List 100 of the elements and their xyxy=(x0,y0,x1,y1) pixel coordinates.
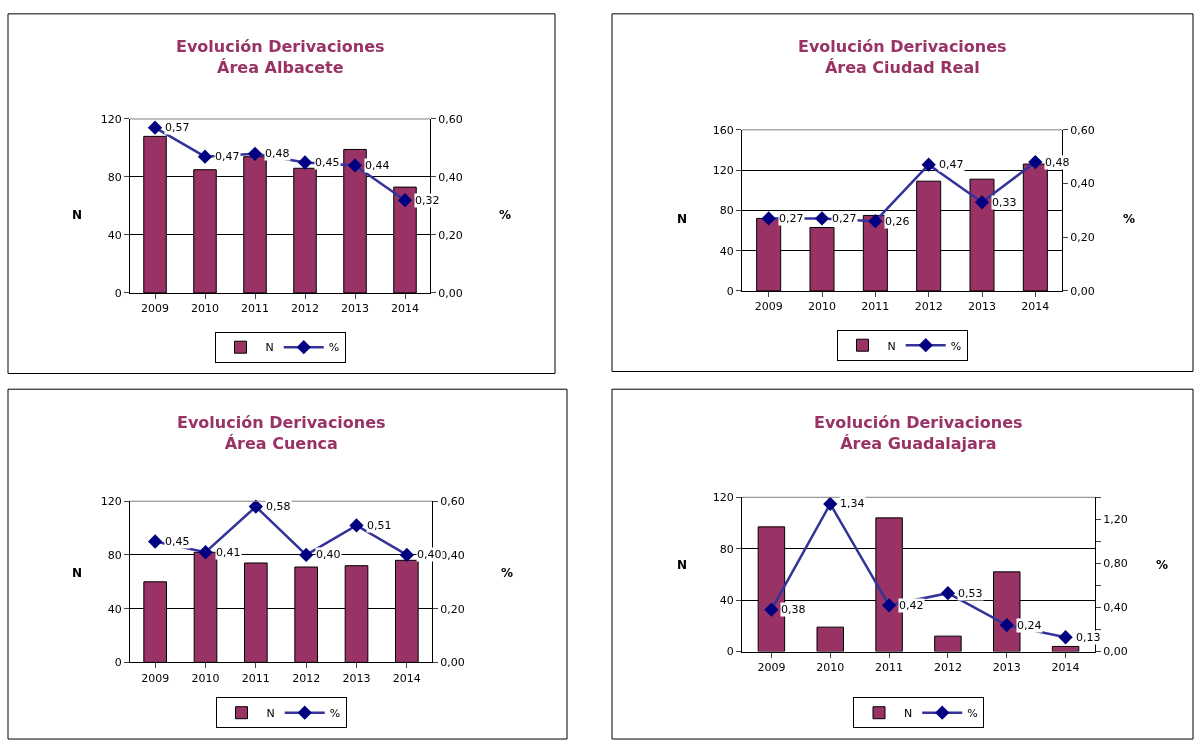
x-tick-label: 2010 xyxy=(816,660,845,674)
y2-tick-label: 0,00 xyxy=(438,286,463,300)
legend-label: N xyxy=(266,707,275,720)
y-tick-label: 120 xyxy=(100,112,122,126)
data-label: 0,24 xyxy=(1017,619,1042,632)
y-axis-title: N xyxy=(677,212,688,226)
legend-label: % xyxy=(329,707,341,720)
x-tick-label: 2010 xyxy=(191,302,219,316)
x-tick-label: 2011 xyxy=(241,671,270,685)
data-label: 0,42 xyxy=(899,599,924,612)
data-label: 0,38 xyxy=(781,603,806,616)
y-tick-label: 0 xyxy=(114,656,122,670)
x-tick-label: 2013 xyxy=(341,302,369,316)
y2-tick-label: 0,20 xyxy=(1070,231,1095,245)
y-axis-title: N xyxy=(72,208,83,222)
y-tick-label: 0 xyxy=(726,284,734,298)
chart-title: Evolución Derivaciones Área Cuenca xyxy=(177,413,386,453)
y2-tick-label: 0,60 xyxy=(1070,123,1095,137)
y2-tick-label: 0,40 xyxy=(438,170,463,184)
y-tick-label: 80 xyxy=(107,170,122,184)
y-tick-label: 160 xyxy=(712,123,734,137)
x-tick-label: 2012 xyxy=(914,300,943,314)
legend-label: % xyxy=(328,341,340,355)
y-axis-title: N xyxy=(677,558,688,572)
y2-tick-label: 0,40 xyxy=(1103,601,1128,615)
data-label: 0,45 xyxy=(165,535,190,548)
y2-axis-title: % xyxy=(1156,558,1169,572)
y-tick-label: 80 xyxy=(107,548,122,562)
y-tick-label: 120 xyxy=(712,491,734,505)
x-tick-label: 2009 xyxy=(141,302,169,316)
y2-tick-label: 0,60 xyxy=(440,495,465,509)
data-label: 0,58 xyxy=(266,500,291,513)
data-label: 0,40 xyxy=(417,548,442,561)
legend-label: % xyxy=(950,339,962,353)
data-label: 0,41 xyxy=(216,546,241,559)
chart-title: Evolución Derivaciones Área Ciudad Real xyxy=(798,37,1007,77)
y2-tick-label: 0,60 xyxy=(438,112,463,126)
data-label: 0,48 xyxy=(265,147,290,160)
data-label: 0,47 xyxy=(215,150,240,163)
data-label: 0,26 xyxy=(885,215,910,228)
data-label: 0,47 xyxy=(939,158,964,171)
y2-tick-label: 0,40 xyxy=(1070,177,1095,191)
x-tick-label: 2011 xyxy=(875,660,904,674)
data-label: 1,34 xyxy=(840,497,865,510)
y2-axis-title: % xyxy=(501,566,514,580)
y2-tick-label: 0,00 xyxy=(1070,284,1095,298)
x-tick-label: 2014 xyxy=(1051,660,1080,674)
y-tick-label: 40 xyxy=(107,228,122,242)
y2-tick-label: 1,20 xyxy=(1103,513,1128,527)
y2-tick-label: 0,00 xyxy=(440,656,465,670)
x-tick-label: 2013 xyxy=(968,300,996,314)
y2-tick-label: 0,20 xyxy=(438,228,463,242)
y-tick-label: 40 xyxy=(719,244,734,258)
data-label: 0,57 xyxy=(165,121,190,134)
chart-title: Evolución Derivaciones Área Guadalajara xyxy=(814,413,1023,453)
data-label: 0,27 xyxy=(832,212,857,225)
x-tick-label: 2012 xyxy=(292,671,321,685)
data-label: 0,45 xyxy=(315,156,340,169)
y-tick-label: 40 xyxy=(719,594,734,607)
y-tick-label: 0 xyxy=(114,286,122,300)
y2-tick-label: 0,00 xyxy=(1103,645,1128,659)
x-tick-label: 2013 xyxy=(342,671,371,685)
x-tick-label: 2012 xyxy=(933,660,962,674)
y-axis-title: N xyxy=(72,566,83,580)
data-label: 0,32 xyxy=(415,194,440,207)
y-tick-label: 120 xyxy=(712,163,734,177)
x-tick-label: 2011 xyxy=(861,300,890,314)
data-label: 0,40 xyxy=(316,548,341,561)
legend-label: N xyxy=(887,339,896,353)
x-tick-label: 2009 xyxy=(757,660,786,674)
x-tick-label: 2010 xyxy=(808,300,836,314)
y2-axis-title: % xyxy=(1123,212,1136,226)
x-tick-label: 2012 xyxy=(291,302,319,316)
y-tick-label: 80 xyxy=(719,542,734,556)
data-label: 0,51 xyxy=(367,519,392,532)
x-tick-label: 2014 xyxy=(391,302,419,316)
data-label: 0,33 xyxy=(992,196,1017,209)
chart-title: Evolución Derivaciones Área Albacete xyxy=(176,37,385,77)
y2-axis-title: % xyxy=(499,208,512,222)
y-tick-label: 120 xyxy=(100,495,122,509)
legend-label: % xyxy=(967,707,978,720)
x-tick-label: 2009 xyxy=(754,300,783,314)
y-tick-label: 80 xyxy=(719,204,734,218)
data-label: 0,27 xyxy=(779,212,804,225)
x-tick-label: 2010 xyxy=(191,671,220,685)
x-tick-label: 2011 xyxy=(241,302,269,316)
x-tick-label: 2014 xyxy=(1021,300,1050,314)
data-label: 0,48 xyxy=(1045,156,1070,169)
y-tick-label: 40 xyxy=(107,602,122,616)
x-tick-label: 2014 xyxy=(392,671,421,685)
data-label: 0,13 xyxy=(1076,631,1101,644)
data-label: 0,53 xyxy=(958,587,983,600)
y-tick-label: 0 xyxy=(726,645,734,659)
data-label: 0,44 xyxy=(365,159,390,172)
y2-tick-label: 0,20 xyxy=(440,602,465,616)
legend-label: N xyxy=(265,341,274,355)
y2-tick-label: 0,80 xyxy=(1103,557,1128,571)
x-tick-label: 2009 xyxy=(141,671,170,685)
legend-label: N xyxy=(904,707,913,720)
x-tick-label: 2013 xyxy=(992,660,1021,674)
